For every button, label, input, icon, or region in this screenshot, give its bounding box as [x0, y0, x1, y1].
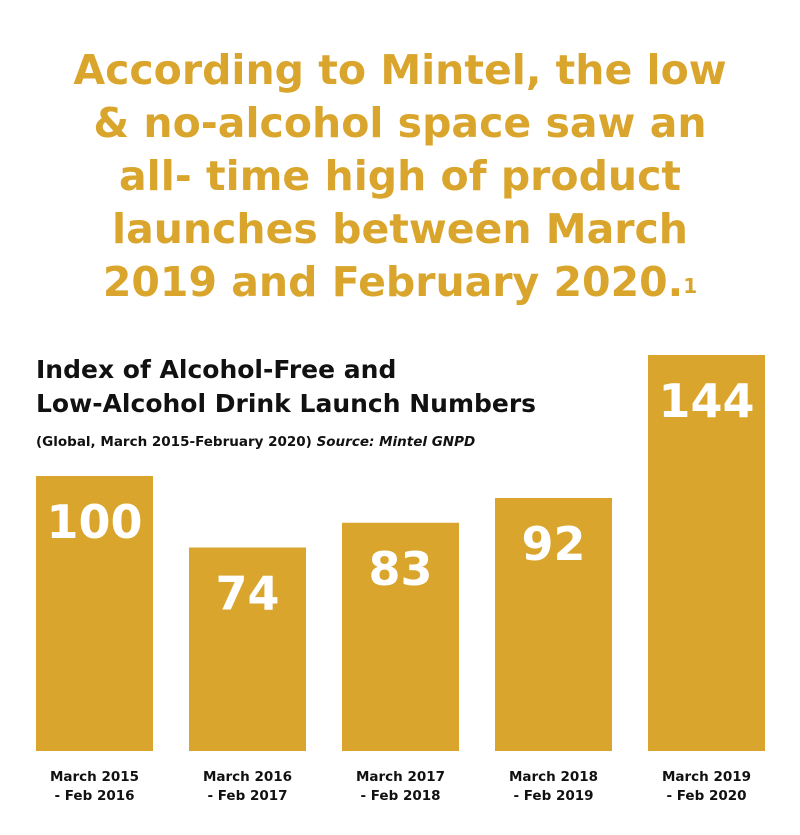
- category-label: March 2015: [50, 769, 139, 785]
- headline-line: all- time high of product: [118, 152, 682, 200]
- category-label: - Feb 2018: [360, 788, 440, 804]
- chart-title-line: Low-Alcohol Drink Launch Numbers: [36, 389, 537, 418]
- bar-value-label: 74: [215, 567, 279, 621]
- chart-title-line: Index of Alcohol-Free and: [36, 355, 397, 384]
- headline-line: launches between March: [112, 205, 688, 253]
- bar: [495, 498, 612, 751]
- category-label: March 2017: [356, 769, 445, 785]
- category-label: - Feb 2020: [666, 788, 746, 804]
- bar-value-label: 92: [521, 517, 585, 571]
- headline-line: & no-alcohol space saw an: [93, 99, 707, 147]
- category-label: - Feb 2016: [54, 788, 134, 804]
- category-label: March 2019: [662, 769, 751, 785]
- category-label: March 2018: [509, 769, 598, 785]
- bar: [36, 476, 153, 751]
- bar: [342, 522, 459, 751]
- bar: [648, 355, 765, 751]
- headline-line-text: 2019 and February 2020.: [102, 258, 684, 306]
- headline: According to Mintel, the low & no-alcoho…: [40, 44, 760, 309]
- bar-value-label: 83: [368, 542, 432, 596]
- headline-line: 2019 and February 2020.1: [40, 256, 760, 309]
- chart-title: Index of Alcohol-Free and Low-Alcohol Dr…: [36, 353, 536, 421]
- footnote-marker: 1: [683, 274, 698, 298]
- bar-value-label: 144: [658, 374, 754, 428]
- category-label: - Feb 2017: [207, 788, 287, 804]
- chart-subtitle: (Global, March 2015-February 2020) Sourc…: [36, 433, 475, 451]
- chart-subtitle-text: (Global, March 2015-February 2020): [36, 434, 312, 450]
- headline-line: According to Mintel, the low: [73, 46, 727, 94]
- bar: [189, 547, 306, 751]
- chart-source: Source: Mintel GNPD: [316, 434, 476, 450]
- category-label: - Feb 2019: [513, 788, 593, 804]
- bar-value-label: 100: [46, 495, 142, 549]
- category-label: March 2016: [203, 769, 292, 785]
